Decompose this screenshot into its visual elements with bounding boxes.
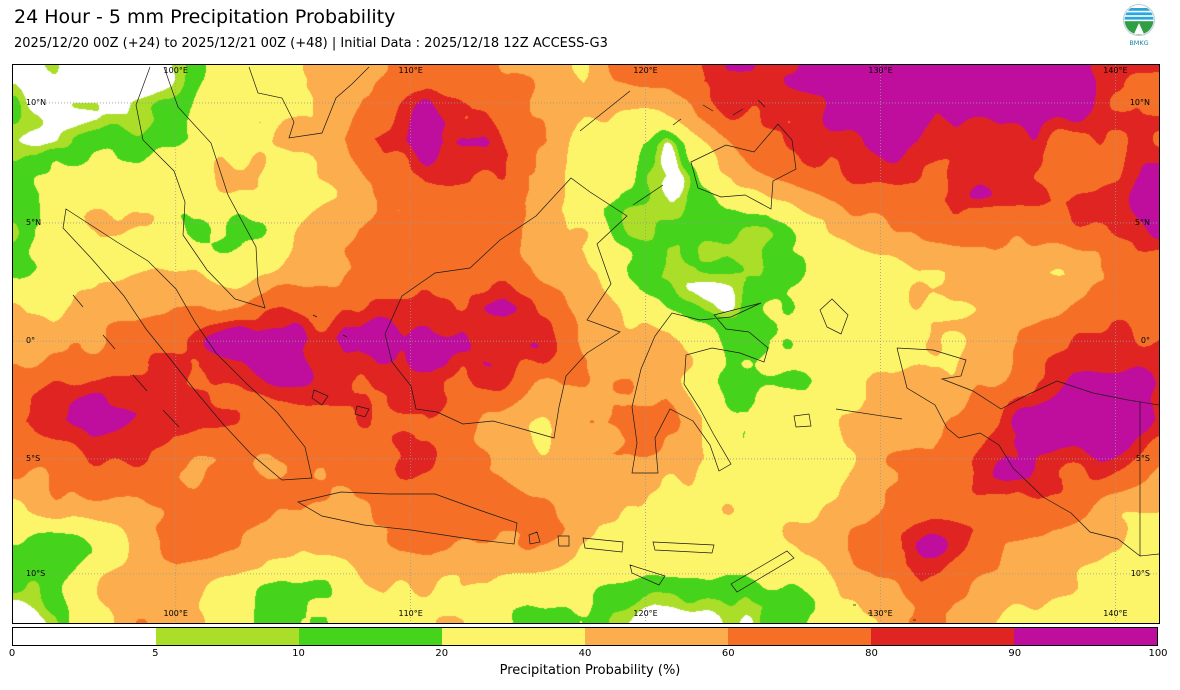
colorbar-tick-label: 90 [1008, 648, 1022, 659]
coastlines [62, 66, 1159, 621]
lon-tick-label: 130°E [868, 66, 893, 75]
lon-tick-label: 120°E [633, 66, 658, 75]
lat-tick-label: 5°S [1135, 453, 1150, 463]
colorbar-tick-label: 0 [8, 648, 16, 659]
colorbar-segment [728, 628, 871, 645]
map-area: 100°E 100°E 110°E 110°E 120°E 120°E 130°E 130°E… [12, 64, 1160, 624]
colorbar-segment [585, 628, 728, 645]
bmkg-logo: BMKG [1120, 3, 1158, 47]
lon-tick-label: 100°E [163, 609, 188, 618]
colorbar-caption: Precipitation Probability (%) [499, 663, 681, 678]
lon-tick-label: 110°E [398, 66, 423, 75]
lon-tick-label: 140°E [1103, 66, 1128, 75]
lat-tick-label: 0° [1140, 336, 1150, 346]
colorbar-tick-label: 60 [721, 648, 735, 659]
lat-tick-label: 0° [26, 336, 36, 346]
subtitle: 2025/12/20 00Z (+24) to 2025/12/21 00Z (… [14, 36, 608, 51]
colorbar-tick-label: 10 [292, 648, 305, 659]
lat-tick-label: 5°N [1134, 217, 1150, 227]
lat-tick-label: 10°S [1130, 568, 1150, 578]
colorbar-segment [442, 628, 585, 645]
colorbar-tick-label: 80 [865, 648, 878, 659]
colorbar-tick-row: 0 5 10 20 40 60 80 90 100 [8, 648, 1168, 660]
lon-tick-label: 120°E [633, 609, 658, 618]
colorbar-tick-label: 40 [578, 648, 592, 659]
map-overlay [13, 65, 1159, 623]
lon-tick-label: 130°E [868, 609, 893, 618]
lon-tick-label: 110°E [398, 609, 423, 618]
colorbar [12, 627, 1158, 646]
bmkg-logo-icon: BMKG [1123, 4, 1155, 47]
colorbar-segment [13, 628, 156, 645]
colorbar-tick-label: 100 [1148, 648, 1168, 659]
lat-tick-label: 5°N [26, 217, 42, 227]
colorbar-segment [299, 628, 442, 645]
lon-tick-label: 100°E [163, 66, 188, 75]
lat-tick-label: 5°S [26, 453, 41, 463]
lat-tick-label: 10°S [26, 568, 46, 578]
page-title: 24 Hour - 5 mm Precipitation Probability [14, 6, 396, 28]
lat-tick-label: 10°N [26, 97, 47, 107]
colorbar-segment [1014, 628, 1157, 645]
colorbar-segment [871, 628, 1014, 645]
colorbar-tick-label: 20 [435, 648, 449, 659]
map-canvas [13, 65, 1159, 623]
lon-tick-label: 140°E [1103, 609, 1128, 618]
colorbar-tick-label: 5 [152, 648, 159, 659]
colorbar-segment [156, 628, 299, 645]
coastlines-path [62, 66, 1159, 621]
lat-tick-label: 10°N [1129, 97, 1150, 107]
bmkg-logo-text: BMKG [1129, 39, 1148, 47]
grid-lines [13, 65, 1159, 623]
